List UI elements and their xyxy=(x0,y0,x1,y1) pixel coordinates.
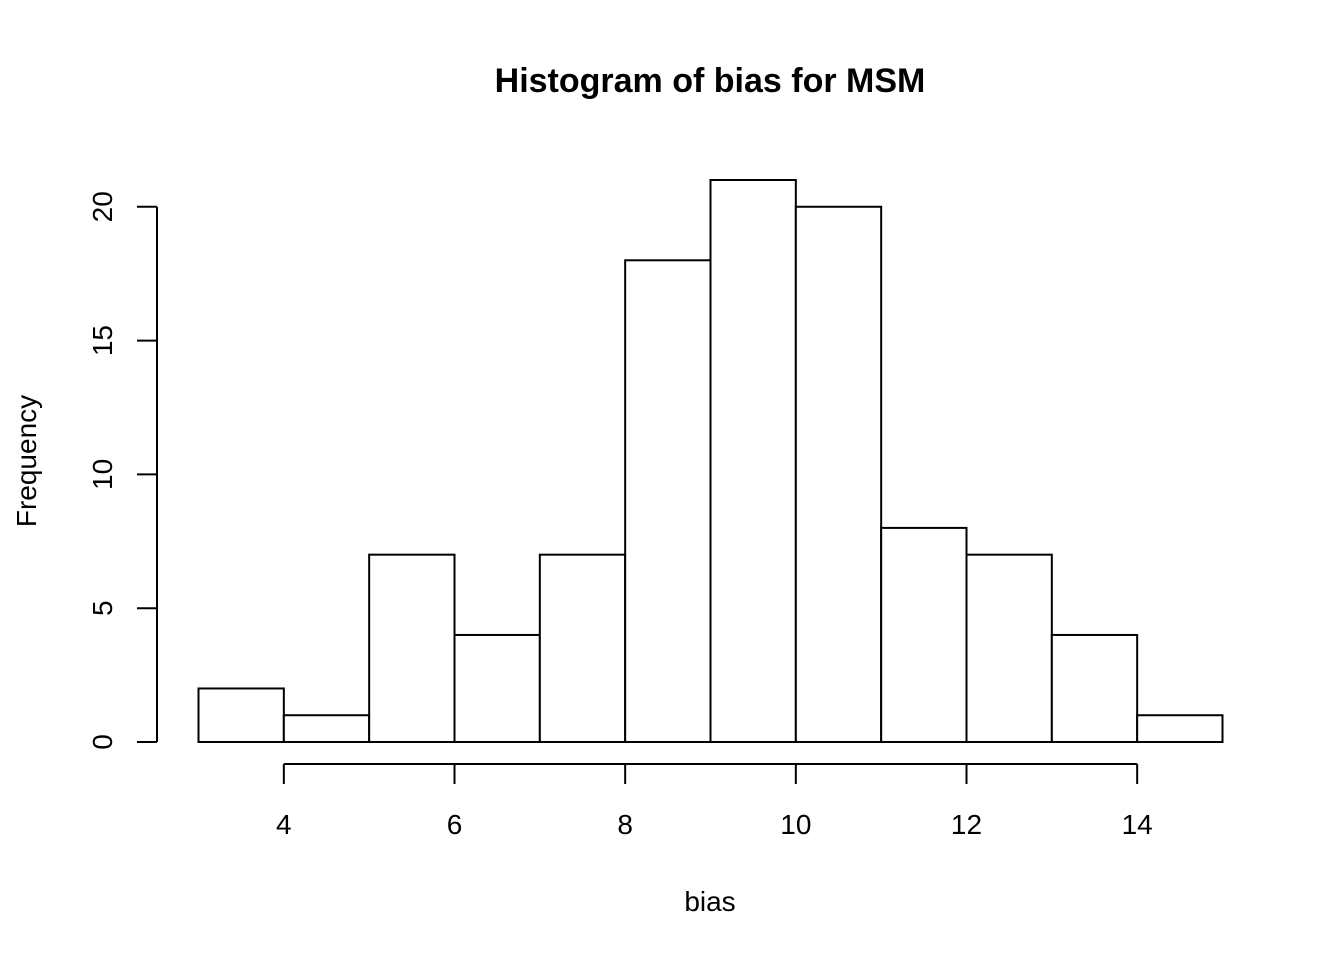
histogram-bar xyxy=(1136,714,1224,744)
x-tick-label: 8 xyxy=(617,809,633,840)
chart-title: Histogram of bias for MSM xyxy=(495,62,926,100)
histogram-bar xyxy=(624,259,712,743)
x-tick-label: 4 xyxy=(276,809,292,840)
y-tick-label: 20 xyxy=(87,191,118,222)
histogram-bar xyxy=(368,553,456,744)
histogram-bar xyxy=(880,526,968,744)
y-axis-label: Frequency xyxy=(11,395,42,527)
histogram-bar xyxy=(794,205,883,743)
x-tick-label: 14 xyxy=(1122,809,1153,840)
y-axis: 0 5 10 15 20 xyxy=(87,191,158,750)
y-tick-label: 10 xyxy=(87,459,118,490)
x-axis: 4 6 8 10 12 14 xyxy=(276,763,1153,840)
x-tick-label: 12 xyxy=(951,809,982,840)
histogram-bar xyxy=(282,714,371,744)
histogram-bar xyxy=(965,553,1053,744)
histogram-bars xyxy=(197,179,1224,744)
y-tick-label: 0 xyxy=(87,734,118,750)
histogram-bar xyxy=(709,179,797,743)
histogram-bar xyxy=(538,553,627,744)
histogram-bar xyxy=(1050,633,1139,744)
x-axis-label: bias xyxy=(684,886,735,917)
x-tick-label: 6 xyxy=(447,809,463,840)
y-tick-label: 5 xyxy=(87,600,118,616)
y-tick-label: 15 xyxy=(87,325,118,356)
x-tick-label: 10 xyxy=(780,809,811,840)
histogram-bar xyxy=(197,687,285,744)
histogram-bar xyxy=(453,633,541,744)
